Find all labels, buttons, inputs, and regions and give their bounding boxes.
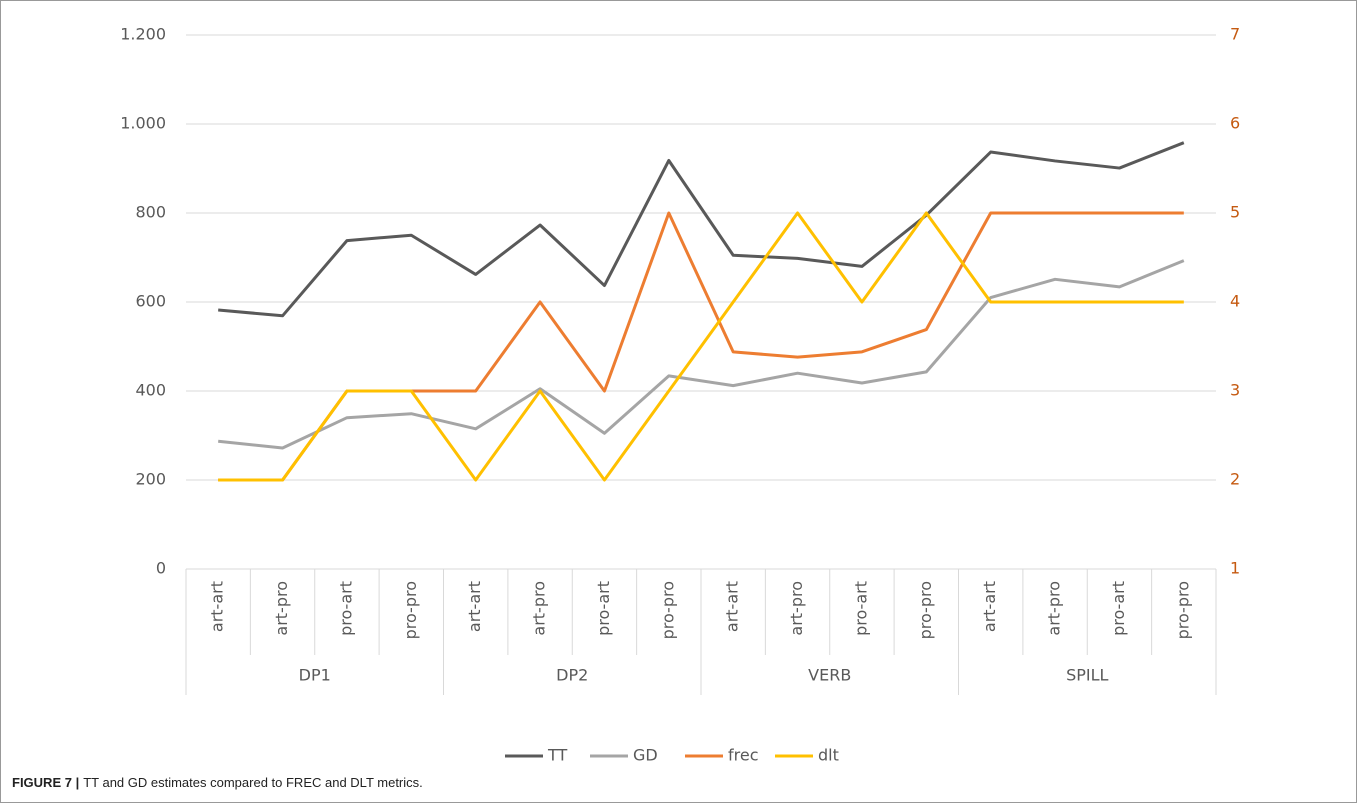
y-tick-label: 400 [135,381,166,400]
x-tick-label: art-art [465,581,484,632]
y2-tick-label: 7 [1230,25,1240,44]
x-tick-label: pro-pro [1173,581,1192,639]
group-label: VERB [808,666,851,685]
y-tick-label: 600 [135,292,166,311]
x-tick-label: art-pro [787,581,806,636]
series-line [218,259,1185,450]
caption: FIGURE 7 | TT and GD estimates compared t… [12,775,423,790]
x-tick-label: art-pro [272,581,291,636]
y-tick-label: 0 [156,559,166,578]
group-label: DP2 [556,666,588,685]
x-tick-label: pro-pro [401,581,420,639]
x-tick-label: pro-art [851,581,870,636]
y2-tick-label: 6 [1230,114,1240,133]
legend-label: frec [728,746,759,765]
y2-tick-label: 5 [1230,203,1240,222]
y2-tick-label: 1 [1230,559,1240,578]
group-label: SPILL [1066,666,1108,685]
x-tick-label: art-art [723,581,742,632]
caption-text: TT and GD estimates compared to FREC and… [83,775,423,790]
x-tick-label: art-pro [530,581,549,636]
x-tick-label: pro-pro [916,581,935,639]
x-tick-label: art-art [980,581,999,632]
series-line [218,141,1185,318]
series-line [218,211,1184,482]
y-tick-label: 1.200 [120,25,166,44]
caption-label: FIGURE 7 | [12,775,79,790]
legend-label: GD [633,746,658,765]
x-tick-label: art-pro [1045,581,1064,636]
x-tick-label: pro-art [336,581,355,636]
y2-tick-label: 4 [1230,292,1240,311]
x-tick-label: pro-pro [658,581,677,639]
group-label: DP1 [299,666,331,685]
y2-tick-label: 3 [1230,381,1240,400]
y-tick-label: 200 [135,470,166,489]
y2-tick-label: 2 [1230,470,1240,489]
x-tick-label: pro-art [1109,581,1128,636]
y-tick-label: 800 [135,203,166,222]
x-tick-label: art-art [208,581,227,632]
legend-label: TT [547,746,567,765]
legend-label: dlt [818,746,839,765]
y-tick-label: 1.000 [120,114,166,133]
x-tick-label: pro-art [594,581,613,636]
